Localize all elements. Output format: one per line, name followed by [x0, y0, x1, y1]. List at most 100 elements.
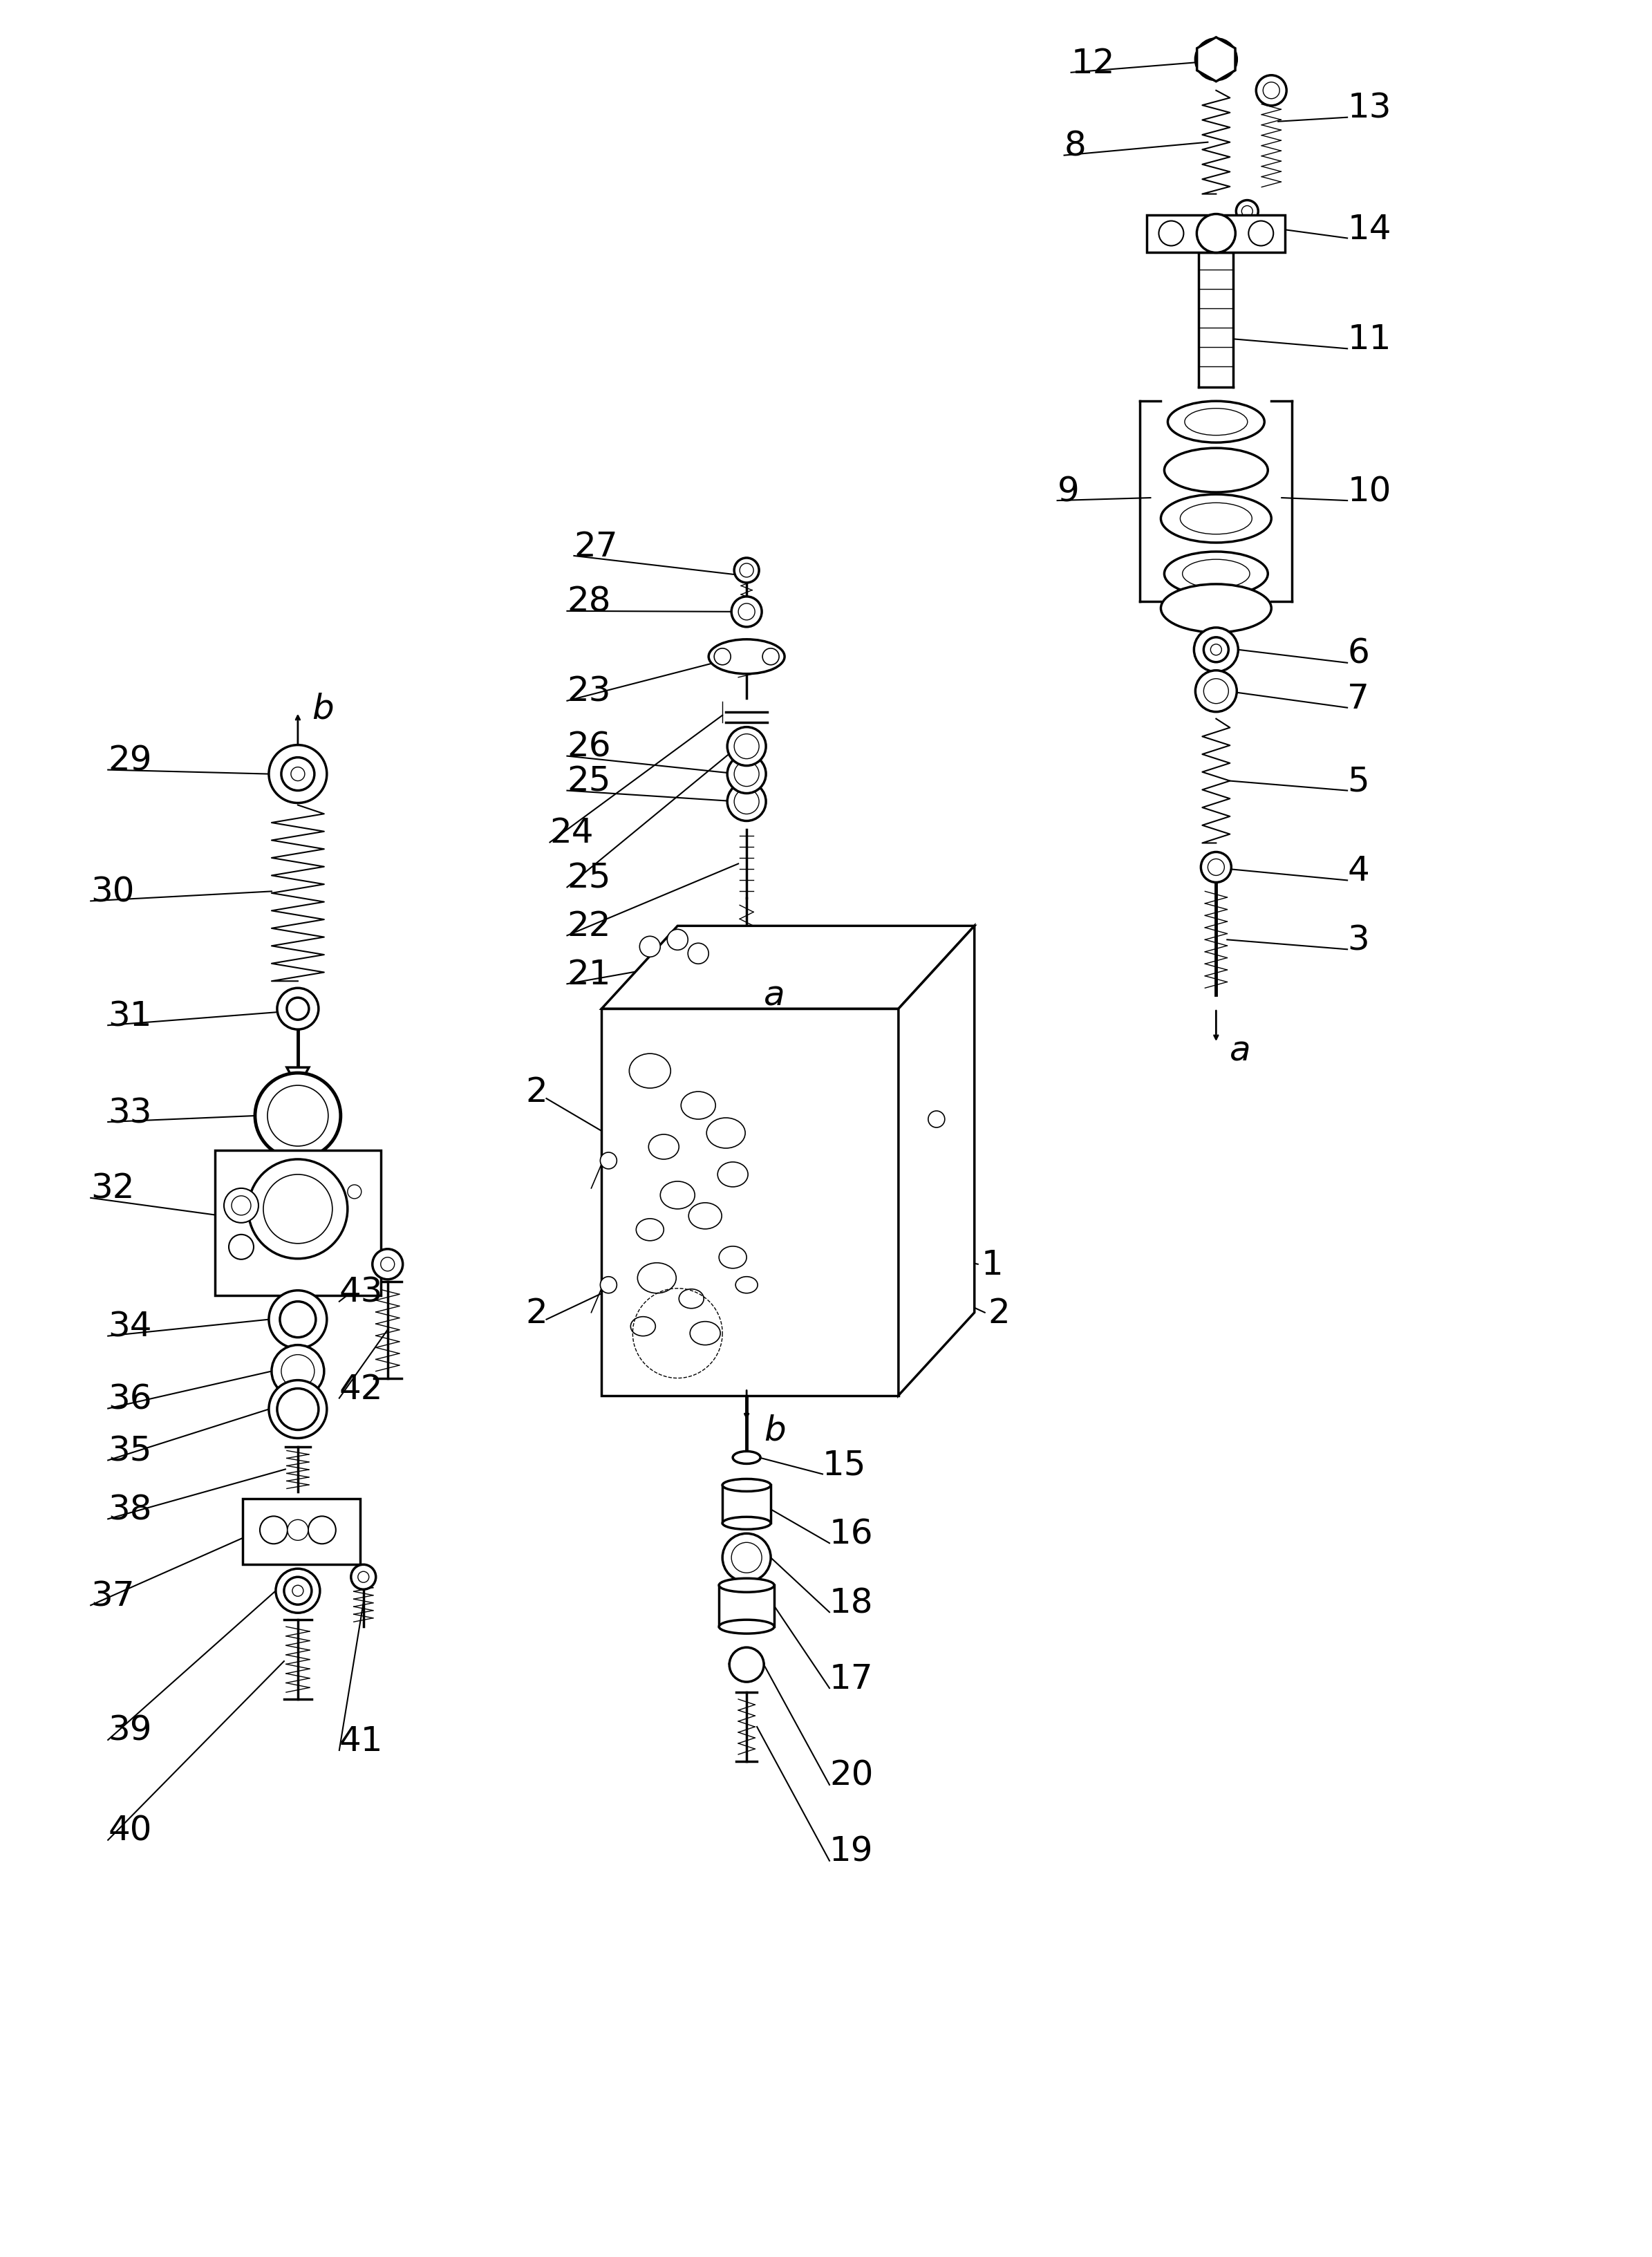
- Circle shape: [928, 1110, 945, 1128]
- Circle shape: [667, 930, 687, 950]
- Text: 2: 2: [525, 1296, 547, 1329]
- Text: 41: 41: [339, 1724, 383, 1758]
- Circle shape: [727, 727, 767, 765]
- Polygon shape: [243, 1499, 360, 1564]
- Polygon shape: [215, 1151, 380, 1296]
- Circle shape: [1264, 84, 1280, 99]
- Text: 38: 38: [107, 1492, 152, 1526]
- Text: 39: 39: [107, 1713, 152, 1747]
- Polygon shape: [601, 925, 975, 1009]
- Text: 15: 15: [823, 1449, 866, 1481]
- Circle shape: [278, 1388, 319, 1431]
- Text: 26: 26: [567, 731, 611, 763]
- Ellipse shape: [733, 1451, 760, 1465]
- Text: 34: 34: [107, 1309, 152, 1343]
- Ellipse shape: [689, 1203, 722, 1230]
- Text: b: b: [312, 693, 334, 724]
- Ellipse shape: [1161, 585, 1272, 632]
- Text: 21: 21: [567, 957, 611, 991]
- Circle shape: [259, 1517, 287, 1544]
- Circle shape: [727, 756, 767, 794]
- Ellipse shape: [649, 1135, 679, 1160]
- Circle shape: [281, 1354, 314, 1388]
- Ellipse shape: [1180, 503, 1252, 535]
- Circle shape: [372, 1250, 403, 1280]
- Circle shape: [228, 1235, 254, 1259]
- Circle shape: [1256, 77, 1287, 106]
- Circle shape: [763, 648, 780, 666]
- Circle shape: [1204, 639, 1229, 664]
- Circle shape: [1201, 853, 1231, 882]
- Circle shape: [722, 1535, 771, 1582]
- Circle shape: [309, 1517, 335, 1544]
- Ellipse shape: [1184, 409, 1247, 436]
- Text: 27: 27: [573, 530, 618, 564]
- Circle shape: [1196, 670, 1237, 713]
- Circle shape: [350, 1564, 377, 1589]
- Circle shape: [281, 758, 314, 790]
- Text: 5: 5: [1348, 765, 1370, 799]
- Text: 42: 42: [339, 1372, 383, 1406]
- Ellipse shape: [722, 1478, 771, 1492]
- Ellipse shape: [707, 1117, 745, 1149]
- Text: 43: 43: [339, 1275, 383, 1309]
- Text: 12: 12: [1070, 47, 1115, 79]
- Circle shape: [292, 1584, 304, 1596]
- Circle shape: [729, 1648, 763, 1681]
- Ellipse shape: [735, 1277, 758, 1293]
- Text: 37: 37: [91, 1580, 135, 1611]
- Text: 29: 29: [107, 745, 152, 776]
- Circle shape: [271, 1345, 324, 1397]
- Circle shape: [1196, 38, 1237, 81]
- Circle shape: [1204, 47, 1229, 72]
- Text: b: b: [763, 1413, 786, 1447]
- Text: 3: 3: [1348, 923, 1370, 957]
- Circle shape: [268, 1086, 329, 1147]
- Circle shape: [1196, 214, 1236, 253]
- Circle shape: [733, 763, 758, 788]
- Ellipse shape: [631, 1316, 656, 1336]
- Text: 10: 10: [1348, 474, 1391, 508]
- Text: 31: 31: [107, 1000, 152, 1031]
- Circle shape: [733, 734, 758, 758]
- Text: 11: 11: [1348, 323, 1391, 357]
- Bar: [722, 1485, 771, 1523]
- Ellipse shape: [719, 1578, 775, 1593]
- Circle shape: [279, 1302, 316, 1338]
- Circle shape: [231, 1196, 251, 1217]
- Circle shape: [639, 937, 661, 957]
- Circle shape: [733, 790, 758, 815]
- Ellipse shape: [681, 1092, 715, 1119]
- Polygon shape: [287, 1068, 309, 1088]
- Text: 8: 8: [1064, 129, 1085, 163]
- Circle shape: [1236, 201, 1259, 223]
- Circle shape: [287, 1519, 309, 1542]
- Circle shape: [1242, 205, 1252, 217]
- Text: 14: 14: [1348, 212, 1391, 246]
- Circle shape: [269, 1381, 327, 1438]
- Ellipse shape: [722, 1517, 771, 1530]
- Text: 19: 19: [829, 1835, 874, 1869]
- Text: 40: 40: [107, 1815, 152, 1846]
- Text: 2: 2: [988, 1296, 1009, 1329]
- Ellipse shape: [1183, 560, 1251, 589]
- Circle shape: [269, 745, 327, 803]
- Circle shape: [1211, 646, 1221, 657]
- Text: 23: 23: [567, 675, 611, 709]
- Text: 18: 18: [829, 1587, 874, 1618]
- Circle shape: [276, 1569, 320, 1614]
- Circle shape: [1208, 860, 1224, 876]
- Text: 22: 22: [567, 910, 611, 943]
- Text: 33: 33: [107, 1097, 152, 1128]
- Circle shape: [733, 557, 758, 582]
- Circle shape: [727, 783, 767, 822]
- Circle shape: [1158, 221, 1183, 246]
- Text: 24: 24: [550, 817, 593, 849]
- Circle shape: [269, 1291, 327, 1350]
- Text: 16: 16: [829, 1517, 874, 1551]
- Text: 17: 17: [829, 1661, 874, 1695]
- Text: a: a: [763, 980, 785, 1011]
- Bar: [719, 1584, 775, 1627]
- Ellipse shape: [1165, 553, 1267, 596]
- Ellipse shape: [717, 1162, 748, 1187]
